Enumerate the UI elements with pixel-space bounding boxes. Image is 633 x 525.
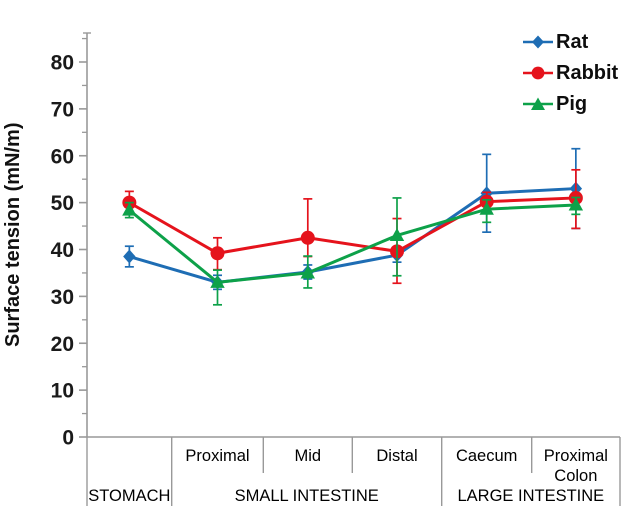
group-label: STOMACH <box>88 487 170 505</box>
rabbit-marker <box>300 230 315 245</box>
category-label: Distal <box>376 447 417 465</box>
group-label: SMALL INTESTINE <box>235 487 379 505</box>
y-tick-label: 0 <box>62 427 74 450</box>
pig-marker <box>300 265 315 279</box>
legend: Rat Rabbit Pig <box>521 29 618 116</box>
rabbit-line-marker-icon <box>523 66 553 79</box>
pig-line <box>128 203 576 284</box>
pig-marker <box>122 202 137 216</box>
y-tick-label: 50 <box>51 192 74 215</box>
legend-label-rabbit: Rabbit <box>556 61 619 84</box>
legend-item-rat: Rat <box>521 29 618 54</box>
pig-marker <box>479 201 494 215</box>
pig-marker <box>210 274 225 288</box>
y-tick-label: 40 <box>51 239 74 262</box>
category-label: Mid <box>295 447 322 465</box>
group-label: LARGE INTESTINE <box>457 487 604 505</box>
category-label: Caecum <box>456 447 517 465</box>
legend-label-rat: Rat <box>556 30 589 53</box>
y-tick-label: 30 <box>51 286 74 309</box>
y-tick-label: 60 <box>51 145 74 168</box>
y-tick-label: 70 <box>51 98 74 121</box>
legend-item-pig: Pig <box>521 91 618 116</box>
y-tick-label: 80 <box>51 52 74 75</box>
pig-line-marker-icon <box>523 97 553 110</box>
y-axis-title: Surface tension (mN/m) <box>2 122 24 348</box>
rat-line <box>128 187 576 284</box>
legend-label-pig: Pig <box>556 92 588 115</box>
y-tick-label: 20 <box>51 333 74 356</box>
rat-line-marker-icon <box>523 35 553 48</box>
category-label: Proximal <box>185 447 249 465</box>
pig-marker <box>568 197 584 211</box>
rabbit-line <box>128 196 576 255</box>
pig-marker <box>389 227 405 241</box>
y-tick-label: 10 <box>51 380 74 403</box>
category-label: Proximal Colon <box>544 447 608 485</box>
legend-item-rabbit: Rabbit <box>521 60 618 85</box>
rat-marker <box>123 249 136 264</box>
rabbit-marker <box>210 246 225 261</box>
